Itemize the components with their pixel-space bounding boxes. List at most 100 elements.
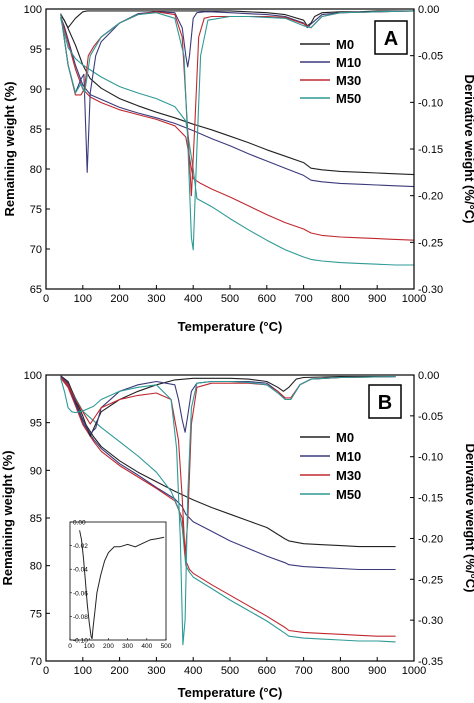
- panel-a-y-tick-label: 80: [30, 164, 42, 176]
- panel-a-x-tick-label: 900: [368, 293, 386, 305]
- panel-b-series-line-2: [60, 377, 396, 637]
- panel-b-series-line-4: [60, 375, 396, 437]
- panel-a-y-tick-label: 75: [30, 204, 42, 216]
- panel-b-legend-label: M0: [336, 430, 354, 445]
- panel-a-x-tick-label: 700: [294, 293, 312, 305]
- panel-b-y-tick-label: 95: [30, 418, 42, 430]
- panel-a-series-line-6: [60, 10, 415, 197]
- panel-a-series-line-1: [60, 16, 415, 188]
- panel-b-x-tick-label: 800: [331, 665, 349, 677]
- panel-b-legend-label: M10: [336, 449, 361, 464]
- panel-b-ylabel: Remaining weight (%): [0, 450, 15, 585]
- panel-a-y2-tick-label: -0.05: [418, 51, 443, 63]
- panel-b-x-tick-label: 700: [294, 665, 312, 677]
- panel-a-xlabel: Temperature (°C): [178, 319, 283, 334]
- panel-b-y-tick-label: 70: [30, 656, 42, 668]
- inset-x-tick-label: 0: [68, 643, 72, 650]
- panel-b-x-tick-label: 100: [74, 665, 92, 677]
- panel-a-y2-tick-label: -0.20: [418, 191, 443, 203]
- panel-b-y-tick-label: 80: [30, 561, 42, 573]
- panel-a-y2-tick-label: -0.10: [418, 97, 443, 109]
- inset-y-tick-label: -0.08: [73, 614, 88, 621]
- panel-b-y-tick-label: 85: [30, 513, 42, 525]
- panel-b-xlabel: Temperature (°C): [178, 685, 283, 700]
- inset-series-line: [79, 530, 165, 639]
- panel-b-y-tick-label: 90: [30, 465, 42, 477]
- inset-y-tick-label: 0.00: [73, 520, 86, 527]
- panel-a-x-tick-label: 300: [147, 293, 165, 305]
- inset-y-tick-label: -0.10: [73, 638, 88, 645]
- panel-a-legend-label: M50: [336, 91, 361, 106]
- panel-a-x-tick-label: 500: [221, 293, 239, 305]
- panel-b-y2-tick-label: -0.10: [418, 452, 443, 464]
- panel-a-x-tick-label: 200: [110, 293, 128, 305]
- panel-a-series-line-4: [60, 10, 414, 29]
- panel-a-x-tick-label: 1000: [402, 293, 426, 305]
- inset-x-tick-label: 100: [84, 643, 95, 650]
- panel-a-series-line-2: [60, 16, 415, 241]
- panel-a-series: [60, 10, 415, 266]
- panel-a-series-line-0: [60, 15, 415, 176]
- inset-x-tick-label: 400: [141, 643, 152, 650]
- panel-b-y-tick-label: 100: [24, 370, 42, 382]
- panel-a-y-tick-label: 100: [24, 4, 42, 16]
- panel-b-series: [60, 375, 396, 646]
- panel-a-legend-label: M30: [336, 73, 361, 88]
- panel-a-label-box: [374, 20, 408, 55]
- panel-b-x-tick-label: 900: [368, 665, 386, 677]
- panel-b-label-box: [368, 384, 402, 419]
- panel-b-y2-tick-label: -0.30: [418, 615, 443, 627]
- panel-b-y2-tick-label: -0.25: [418, 574, 443, 586]
- panel-b-y2-tick-label: -0.20: [418, 533, 443, 545]
- panel-b-y2-tick-label: -0.35: [418, 656, 443, 668]
- panel-b-series-line-7: [60, 376, 396, 646]
- panel-a-x-tick-label: 100: [74, 293, 92, 305]
- panel-b-series-line-0: [60, 376, 396, 548]
- panel-b-series-line-1: [60, 377, 396, 571]
- panel-a-legend: M0 M10 M30 M50: [300, 37, 361, 106]
- panel-b-inset: 0 100 200 300 400 500 0.00 -0.02 -0.04 -0.06 -0.08…: [68, 520, 172, 651]
- panel-a-y2-tick-label: -0.15: [418, 144, 443, 156]
- inset-x-tick-label: 500: [161, 643, 172, 650]
- panel-a-frame: [45, 8, 415, 290]
- panel-a-y-tick-label: 95: [30, 44, 42, 56]
- panel-b-x-tick-label: 0: [43, 665, 49, 677]
- panel-b-y2-tick-label: -0.15: [418, 493, 443, 505]
- panel-a-y-tick-label: 85: [30, 124, 42, 136]
- panel-a-x-tick-label: 0: [43, 293, 49, 305]
- inset-y-tick-label: -0.04: [73, 567, 88, 574]
- panel-b-x-tick-label: 200: [110, 665, 128, 677]
- inset-y-tick-label: -0.02: [73, 543, 88, 550]
- panel-a-y-tick-label: 65: [30, 284, 42, 296]
- panel-a-y2-tick-label: 0.00: [418, 4, 439, 16]
- panel-b-legend: M0 M10 M30 M50: [300, 430, 361, 502]
- panel-b-x-tick-label: 400: [184, 665, 202, 677]
- panel-b-series-line-3: [60, 376, 396, 643]
- panel-b-y2-tick-label: 0.00: [418, 370, 439, 382]
- panel-a-y2-tick-label: -0.30: [418, 284, 443, 296]
- panel-a-series-line-7: [60, 10, 415, 251]
- panel-a-label: A: [384, 28, 398, 50]
- inset-frame: [69, 521, 167, 641]
- panel-a-x-tick-label: 600: [258, 293, 276, 305]
- panel-a-ylabel: Remaining weight (%): [2, 81, 17, 216]
- panel-b-legend-label: M50: [336, 487, 361, 502]
- panel-b-x-tick-label: 300: [147, 665, 165, 677]
- panel-a-series-line-3: [60, 18, 414, 266]
- panel-a-y-tick-label: 90: [30, 84, 42, 96]
- panel-b-y2label: Derivative weight (%/°C): [463, 444, 474, 593]
- panel-b: 0 100 200 300 400 500 600 700 800 900 100070758085…: [0, 370, 474, 700]
- panel-b-x-tick-label: 600: [258, 665, 276, 677]
- panel-a-y2label: Derivative weight (%/°C): [462, 75, 474, 224]
- panel-b-x-tick-label: 1000: [402, 665, 426, 677]
- panel-b-y-tick-label: 75: [30, 608, 42, 620]
- panel-b-x-tick-label: 500: [221, 665, 239, 677]
- inset-x-tick-label: 200: [103, 643, 114, 650]
- inset-y-tick-label: -0.06: [73, 590, 88, 597]
- panel-a-x-tick-label: 400: [184, 293, 202, 305]
- panel-a-y-tick-label: 70: [30, 244, 42, 256]
- panel-b-legend-label: M30: [336, 468, 361, 483]
- panel-b-y2-tick-label: -0.05: [418, 411, 443, 423]
- panel-a: 0 100 200 300 400 500 600 700 800 900 1000 65 70 75 80…: [2, 4, 474, 334]
